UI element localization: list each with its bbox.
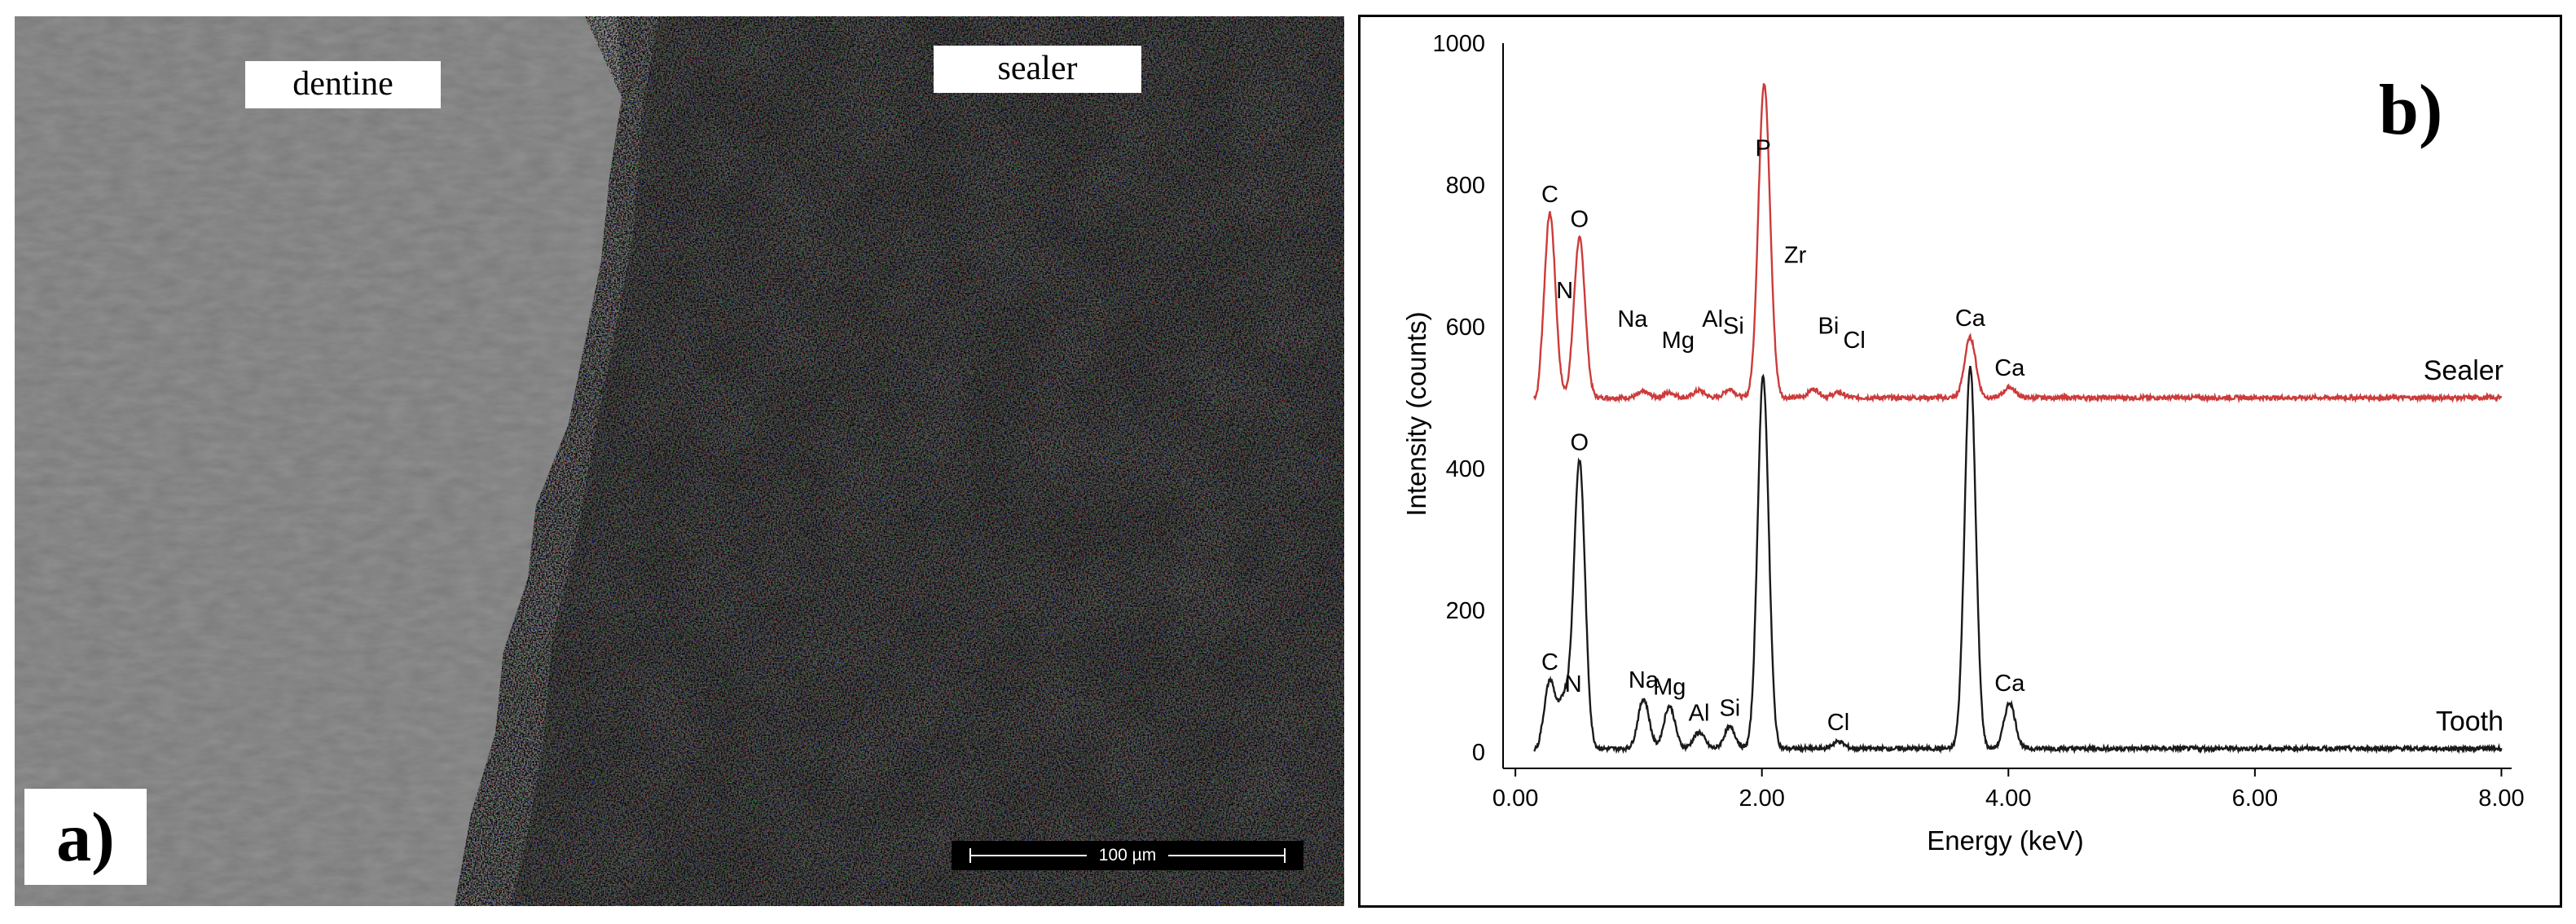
peak-label: O (1571, 429, 1589, 455)
x-tick-label: 4.00 (1985, 785, 2031, 812)
peak-label: Al (1702, 306, 1723, 332)
x-tick-label: 6.00 (2232, 785, 2278, 812)
peak-label: Ca (1994, 355, 2025, 381)
y-tick-label: 200 (1446, 598, 1485, 624)
peak-label: O (1571, 206, 1589, 232)
x-tick-label: 0.00 (1492, 785, 1538, 812)
scale-bar-text: 100 µm (1087, 845, 1168, 866)
peak-label: Ca (1955, 306, 1986, 332)
peak-label: C (1541, 182, 1558, 208)
sem-image-panel: dentine sealer a) 100 µm (15, 16, 1344, 906)
peak-label: N (1565, 671, 1582, 697)
y-axis-title: Intensity (counts) (1401, 311, 1431, 516)
spectra (1532, 82, 2503, 755)
peak-label: N (1556, 278, 1573, 304)
panel-a-label: a) (24, 789, 147, 885)
y-tick-label: 0 (1472, 740, 1485, 766)
series-line-tooth (1533, 365, 2503, 755)
peak-label: Na (1617, 306, 1648, 332)
peak-label: Cl (1843, 328, 1865, 354)
scale-bar-tick-right (1284, 848, 1286, 863)
peak-label: Al (1689, 701, 1710, 727)
x-tick-label: 8.00 (2478, 785, 2524, 812)
panel-b-label: b) (2379, 71, 2443, 150)
dentine-label: dentine (245, 61, 441, 108)
peak-label: Cl (1827, 710, 1849, 736)
peak-label: P (1756, 135, 1771, 161)
y-tick-label: 1000 (1432, 31, 1485, 57)
peak-label: Si (1719, 696, 1740, 722)
series-name-sealer: Sealer (2424, 355, 2503, 386)
peak-label: Na (1629, 667, 1659, 693)
axes: 0 200 400 600 800 1000 0.00 2.00 4.00 6.00 8.00 Ene… (1401, 31, 2525, 856)
x-tick-label: 2.00 (1739, 785, 1784, 812)
series-line-sealer (1532, 82, 2503, 404)
y-tick-label: 800 (1446, 173, 1485, 199)
peak-label: Mg (1653, 674, 1686, 700)
x-axis-title: Energy (keV) (1927, 825, 2084, 856)
peak-label: Zr (1784, 243, 1807, 269)
series-name-tooth: Tooth (2436, 706, 2503, 737)
peak-label: Ca (1994, 671, 2025, 697)
sem-micrograph (15, 16, 1344, 906)
peak-label: Bi (1818, 314, 1840, 340)
peak-label: Mg (1662, 328, 1695, 354)
scale-bar-tick-left (969, 848, 971, 863)
eds-chart-panel: 0 200 400 600 800 1000 0.00 2.00 4.00 6.00 8.00 Ene… (1358, 15, 2562, 908)
peak-label: Si (1723, 314, 1744, 340)
eds-spectrum-chart: 0 200 400 600 800 1000 0.00 2.00 4.00 6.00 8.00 Ene… (1401, 31, 2525, 856)
scale-bar: 100 µm (952, 841, 1303, 870)
y-tick-label: 600 (1446, 315, 1485, 341)
peak-label: C (1541, 649, 1558, 675)
y-tick-label: 400 (1446, 456, 1485, 482)
sealer-label: sealer (934, 46, 1141, 93)
